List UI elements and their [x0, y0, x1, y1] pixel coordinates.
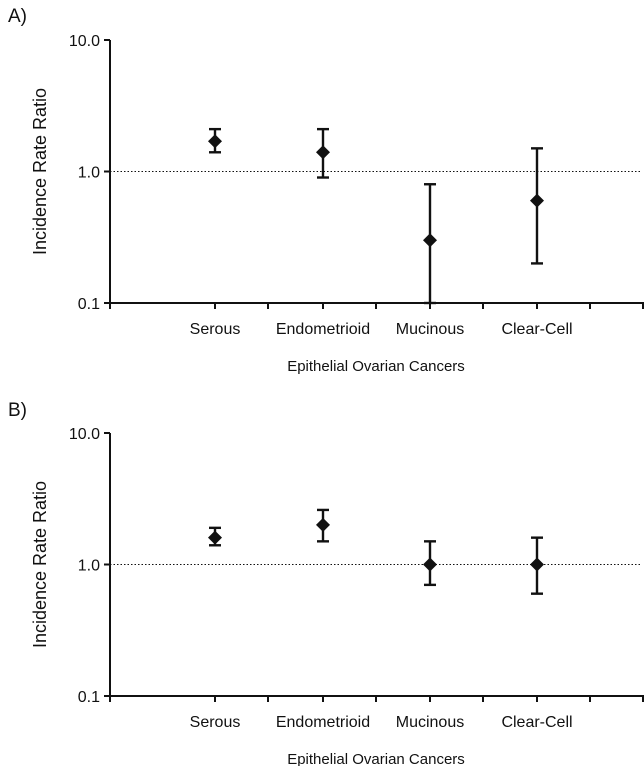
point-marker [530, 557, 544, 572]
point-marker [423, 557, 437, 572]
x-axis-title: Epithelial Ovarian Cancers [287, 358, 465, 375]
point-marker [530, 193, 544, 208]
y-tick-label: 1.0 [78, 165, 100, 182]
point-marker [423, 233, 437, 248]
y-tick-label: 10.0 [69, 426, 100, 443]
panel-label: A) [8, 6, 27, 27]
x-category-label: Serous [190, 321, 241, 338]
x-category-label: Clear-Cell [501, 714, 572, 731]
y-axis-title: Incidence Rate Ratio [30, 481, 50, 648]
x-axis-title: Epithelial Ovarian Cancers [287, 751, 465, 766]
x-category-label: Serous [190, 714, 241, 731]
x-category-label: Endometrioid [276, 714, 370, 731]
x-category-label: Endometrioid [276, 321, 370, 338]
y-tick-label: 1.0 [78, 558, 100, 575]
point-marker [208, 530, 222, 545]
point-marker [316, 145, 330, 160]
y-axis-title: Incidence Rate Ratio [30, 88, 50, 255]
y-tick-label: 10.0 [69, 33, 100, 50]
point-marker [316, 517, 330, 532]
panel-label: B) [8, 400, 27, 421]
x-category-label: Clear-Cell [501, 321, 572, 338]
chart-panel-a: A) 0.1 1.0 10.0 Serous Endometrioid Mucinous Cl… [8, 6, 644, 375]
x-category-label: Mucinous [396, 321, 464, 338]
chart-panel-b: B) 0.1 1.0 10.0 Serous Endometrioid Mucinous Cl… [8, 400, 644, 766]
point-marker [208, 134, 222, 149]
y-tick-label: 0.1 [78, 296, 100, 313]
y-tick-label: 0.1 [78, 689, 100, 706]
x-category-label: Mucinous [396, 714, 464, 731]
